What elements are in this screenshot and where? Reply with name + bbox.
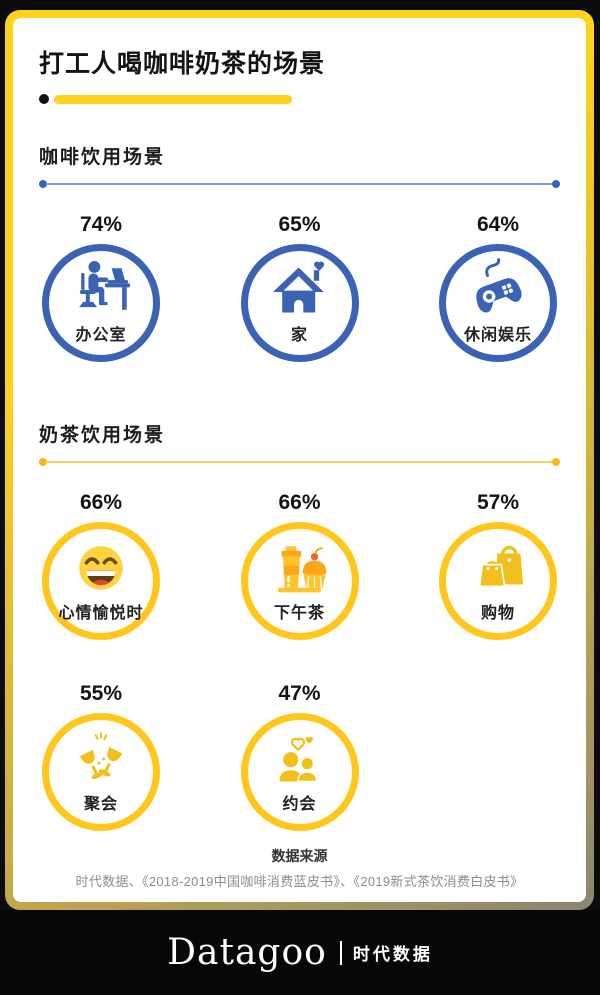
infographic-frame: 打工人喝咖啡奶茶的场景 咖啡饮用场景 74%: [5, 10, 594, 910]
source-text: 时代数据、《2018-2019中国咖啡消费蓝皮书》、《2019新式茶饮消费白皮书…: [75, 874, 524, 889]
smiley-icon: [68, 535, 134, 601]
section-milktea: 奶茶饮用场景 66%: [39, 420, 560, 831]
source-heading: 数据来源: [271, 848, 328, 864]
milktea-section-heading: 奶茶饮用场景: [39, 425, 166, 446]
scenario-item-office: 74%: [39, 213, 163, 362]
infographic-card: 打工人喝咖啡奶茶的场景 咖啡饮用场景 74%: [13, 18, 586, 902]
scenario-label: 办公室: [75, 327, 127, 344]
divider-dot-left: [39, 180, 47, 188]
milktea-divider: [39, 458, 560, 466]
percentage-value: 74%: [79, 213, 123, 236]
home-heart-icon: [267, 257, 333, 323]
scenario-label: 心情愉悦时: [58, 605, 144, 622]
milktea-items-row-1: 66%: [39, 491, 560, 640]
divider-dot-left: [39, 458, 47, 466]
scenario-item-party: 55%: [39, 682, 163, 831]
coffee-divider: [39, 180, 560, 188]
coffee-section-heading: 咖啡饮用场景: [39, 147, 166, 168]
scenario-circle: 约会: [240, 713, 359, 831]
scenario-label: 家: [290, 327, 308, 344]
scenario-item-home: 65% 家: [238, 213, 362, 362]
scenario-item-shopping: 57%: [436, 491, 560, 640]
couple-hearts-icon: [267, 726, 333, 792]
milktea-items-row-2: 55%: [39, 682, 560, 831]
scenario-label: 约会: [282, 796, 317, 813]
scenario-circle: 聚会: [42, 713, 160, 831]
percentage-value: 65%: [278, 213, 321, 236]
scenario-item-afternoon-tea: 66%: [238, 491, 362, 640]
page-title: 打工人喝咖啡奶茶的场景: [39, 50, 326, 78]
divider-line: [46, 183, 553, 185]
percentage-value: 47%: [278, 682, 321, 705]
scenario-label: 下午茶: [273, 605, 325, 622]
shopping-bags-icon: [465, 535, 531, 601]
scenario-circle: 办公室: [42, 244, 160, 362]
scenario-circle: 心情愉悦时: [42, 522, 160, 640]
scenario-circle: 购物: [439, 522, 557, 640]
divider-dot-right: [552, 458, 560, 466]
data-source-footer: 数据来源 时代数据、《2018-2019中国咖啡消费蓝皮书》、《2019新式茶饮…: [13, 846, 586, 890]
cheers-glasses-icon: [68, 726, 134, 792]
title-underline-bar: [54, 94, 292, 104]
scenario-label: 聚会: [83, 796, 118, 813]
brand-logo: Datagoo: [167, 932, 327, 973]
section-coffee: 咖啡饮用场景 74%: [39, 142, 560, 362]
scenario-circle: 下午茶: [240, 522, 359, 640]
scenario-label: 休闲娱乐: [463, 327, 532, 344]
title-underline: [39, 94, 560, 104]
percentage-value: 66%: [278, 491, 321, 514]
percentage-value: 55%: [79, 682, 123, 705]
divider-line: [46, 461, 553, 463]
brand-separator: [339, 940, 342, 965]
scenario-item-dating: 47%: [238, 682, 362, 831]
scenario-label: 购物: [480, 605, 515, 622]
scenario-circle: 休闲娱乐: [439, 244, 557, 362]
percentage-value: 64%: [476, 213, 520, 236]
scenario-item-happy: 66%: [39, 491, 163, 640]
coffee-items-row: 74%: [39, 213, 560, 362]
scenario-item-leisure: 64%: [436, 213, 560, 362]
afternoon-tea-icon: [267, 535, 333, 601]
percentage-value: 57%: [476, 491, 520, 514]
office-desk-icon: [68, 257, 134, 323]
brand-bar: Datagoo 时代数据: [0, 910, 600, 995]
scenario-circle: 家: [240, 244, 359, 362]
gamepad-icon: [465, 257, 531, 323]
title-underline-dot: [39, 94, 49, 104]
divider-dot-right: [552, 180, 560, 188]
brand-name-chinese: 时代数据: [352, 945, 433, 964]
percentage-value: 66%: [79, 491, 123, 514]
